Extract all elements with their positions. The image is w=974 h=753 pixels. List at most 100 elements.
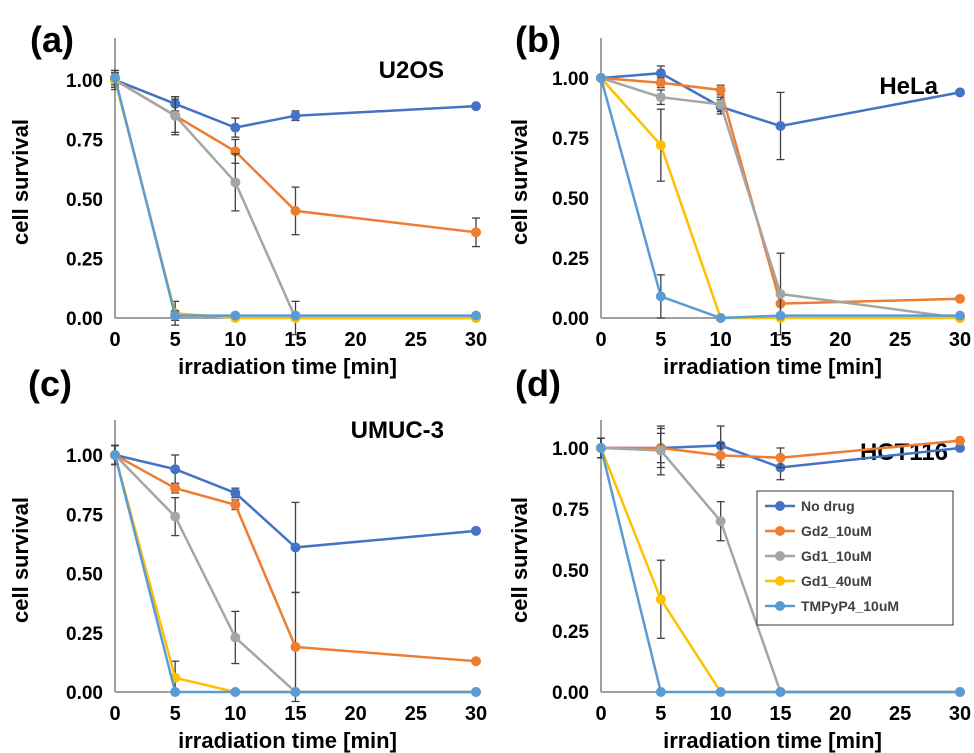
- y-axis-label: cell survival: [8, 119, 33, 245]
- data-point: [110, 72, 120, 83]
- y-tick-label: 0.25: [552, 622, 589, 643]
- y-tick-label: 0.50: [66, 565, 103, 586]
- legend-marker: [775, 576, 785, 586]
- data-point: [655, 594, 666, 605]
- data-point: [655, 68, 666, 79]
- panel-c: 0.00 0.25 0.50 0.75 1.00 0 5 10 15 20 25 30 irradiat…: [8, 363, 487, 753]
- x-tick-label: 10: [224, 329, 246, 351]
- x-tick-label: 5: [655, 329, 666, 351]
- data-point: [955, 310, 965, 321]
- x-tick-label: 20: [829, 329, 851, 351]
- data-point: [955, 435, 965, 446]
- data-point: [290, 687, 301, 697]
- y-tick-label: 0.25: [552, 249, 589, 270]
- data-point: [715, 450, 726, 461]
- data-point: [955, 443, 965, 453]
- y-axis-label: cell survival: [8, 497, 33, 623]
- x-tick-label: 25: [889, 703, 911, 725]
- x-tick-label: 30: [465, 329, 487, 351]
- data-point: [955, 687, 965, 697]
- panel-a: 0.00 0.25 0.50 0.75 1.00 0 5 10 15 20 25 30 irradiat…: [8, 19, 487, 379]
- x-tick-label: 5: [655, 703, 666, 725]
- data-point: [596, 443, 606, 453]
- x-tick-label: 20: [829, 703, 851, 725]
- data-point: [230, 122, 241, 133]
- legend-label: Gd2_10uM: [801, 523, 872, 539]
- data-point: [715, 516, 726, 527]
- data-point: [170, 511, 181, 522]
- legend-marker: [775, 526, 785, 536]
- y-axis-label: cell survival: [507, 497, 532, 623]
- x-tick-label: 10: [710, 329, 732, 351]
- data-point: [715, 687, 726, 697]
- data-point: [715, 99, 726, 110]
- x-tick-label: 30: [465, 703, 487, 725]
- chart-title: UMUC-3: [351, 417, 444, 444]
- data-point: [170, 687, 181, 697]
- data-point: [110, 450, 120, 460]
- data-point: [775, 310, 786, 321]
- data-point: [230, 487, 241, 498]
- x-tick-label: 0: [109, 703, 120, 725]
- data-point: [290, 110, 301, 121]
- x-tick-label: 25: [889, 329, 911, 351]
- x-tick-label: 25: [405, 329, 427, 351]
- legend-label: Gd1_40uM: [801, 573, 872, 589]
- y-tick-label: 0.75: [552, 500, 589, 521]
- x-tick-label: 0: [595, 329, 606, 351]
- data-point: [290, 205, 301, 216]
- data-point: [230, 310, 241, 321]
- y-tick-label: 1.00: [552, 439, 589, 460]
- data-point: [775, 452, 786, 463]
- legend-marker: [775, 601, 785, 611]
- data-point: [471, 687, 481, 697]
- y-tick-label: 0.75: [552, 129, 589, 150]
- y-tick-label: 0.25: [66, 250, 103, 271]
- data-point: [230, 687, 241, 697]
- data-point: [170, 483, 181, 494]
- x-axis-label: irradiation time [min]: [663, 354, 882, 379]
- data-point: [170, 310, 181, 321]
- panel-letter: (d): [515, 363, 561, 404]
- data-point: [955, 87, 965, 98]
- data-point: [170, 464, 181, 475]
- data-point: [655, 687, 666, 697]
- chart-title: HeLa: [879, 73, 938, 100]
- x-tick-label: 15: [284, 703, 306, 725]
- legend-box: [756, 490, 954, 626]
- x-tick-label: 0: [595, 703, 606, 725]
- x-tick-label: 5: [170, 703, 181, 725]
- data-point: [290, 310, 301, 321]
- data-point: [230, 632, 241, 643]
- x-tick-label: 25: [405, 703, 427, 725]
- y-axis-label: cell survival: [507, 119, 532, 245]
- legend: No drug Gd2_10uM Gd1_10uM Gd1_40uM TMPyP4_10…: [756, 490, 954, 626]
- y-tick-label: 0.75: [66, 505, 103, 526]
- data-point: [471, 101, 481, 112]
- x-tick-label: 20: [345, 703, 367, 725]
- data-point: [230, 177, 241, 188]
- data-point: [230, 499, 241, 510]
- x-tick-label: 15: [284, 329, 306, 351]
- data-point: [715, 313, 726, 323]
- panel-letter: (b): [515, 19, 561, 60]
- x-tick-label: 10: [224, 703, 246, 725]
- data-point: [170, 110, 181, 121]
- data-point: [715, 85, 726, 95]
- data-point: [775, 687, 786, 697]
- series-tmpyp4-10um: [596, 437, 965, 697]
- panel-letter: (a): [30, 19, 74, 60]
- data-point: [290, 542, 301, 553]
- panel-d: 0.00 0.25 0.50 0.75 1.00 0 5 10 15 20 25 30 irradiat…: [507, 363, 971, 753]
- x-axis-label: irradiation time [min]: [178, 354, 397, 379]
- x-axis-label: irradiation time [min]: [663, 728, 882, 753]
- data-point: [655, 77, 666, 88]
- x-tick-label: 15: [769, 329, 791, 351]
- data-point: [655, 445, 666, 456]
- panel-letter: (c): [28, 363, 72, 404]
- y-tick-label: 0.50: [66, 190, 103, 211]
- data-point: [471, 525, 481, 536]
- legend-marker: [775, 501, 785, 511]
- y-tick-label: 1.00: [552, 69, 589, 90]
